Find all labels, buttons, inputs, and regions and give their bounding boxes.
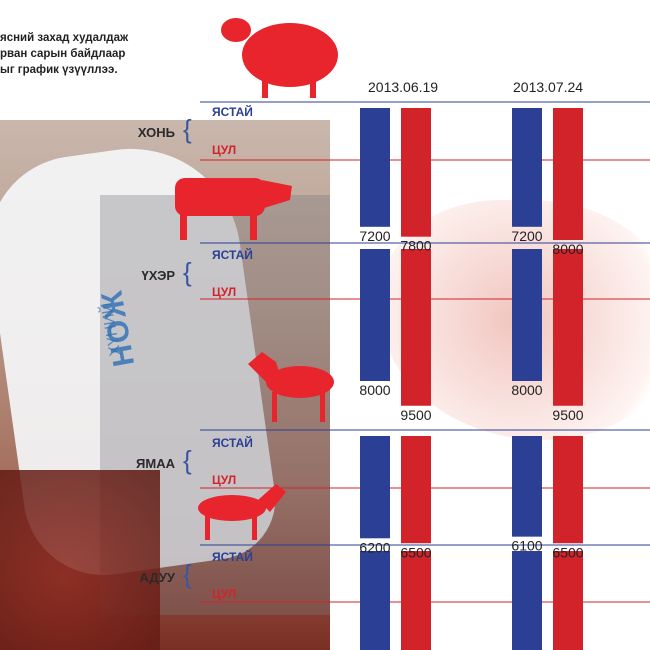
legend-tsul-cow: ЦУЛ (212, 285, 237, 299)
legend-tsul-sheep: ЦУЛ (212, 143, 237, 157)
legend-yastai-sheep: ЯСТАЙ (212, 105, 253, 119)
price-bars (360, 108, 583, 650)
heading-line-3: ыг график үзүүллээ. (0, 64, 118, 76)
brace-sheep: { (183, 114, 192, 144)
brace-goat: { (183, 445, 192, 475)
value-label: 9500 (552, 407, 583, 423)
yastai-bar (512, 249, 542, 381)
legend-tsul-horse: ЦУЛ (212, 587, 237, 601)
yastai-bar (512, 436, 542, 537)
legend-yastai-horse: ЯСТАЙ (212, 550, 253, 564)
value-label: 7200 (359, 228, 390, 244)
yastai-bar (360, 249, 390, 381)
tsul-bar (553, 436, 583, 544)
value-label: 6500 (552, 544, 583, 560)
value-labels: 7200 7800 7200 8000 8000 9500 8000 9500 6200 6500… (359, 228, 583, 560)
tsul-bar (401, 249, 431, 406)
tsul-bar (553, 551, 583, 650)
value-label: 6200 (359, 539, 390, 555)
yastai-bar (512, 551, 542, 650)
legend-yastai-cow: ЯСТАЙ (212, 248, 253, 262)
animal-label-horse: АДУУ (139, 570, 175, 585)
date-label-1: 2013.06.19 (368, 79, 439, 95)
value-label: 7200 (511, 228, 542, 244)
value-label: 6100 (511, 538, 542, 554)
date-label-2: 2013.07.24 (513, 79, 584, 95)
value-label: 7800 (400, 238, 431, 254)
brace-cow: { (183, 257, 192, 287)
tsul-bar (401, 436, 431, 544)
yastai-bar (512, 108, 542, 227)
animal-label-goat: ЯМАА (136, 456, 175, 471)
tsul-bar (401, 108, 431, 237)
heading-line-2: рван сарын байдлаар (0, 48, 126, 60)
tsul-bar (553, 108, 583, 240)
goat-icon (248, 352, 334, 422)
tsul-bar (401, 551, 431, 650)
yastai-bar (360, 436, 390, 539)
value-label: 6500 (400, 544, 431, 560)
sheep-icon (221, 18, 338, 98)
animal-icons (175, 18, 338, 540)
animal-label-cow: ҮХЭР (141, 268, 176, 283)
meat-pile-image (0, 470, 160, 650)
value-label: 9500 (400, 407, 431, 423)
brace-horse: { (183, 559, 192, 589)
cow-icon (175, 178, 292, 240)
yastai-bar (360, 108, 390, 227)
chart-heading: ясний захад худалдаж рван сарын байдлаар… (0, 30, 200, 78)
value-label: 8000 (511, 382, 542, 398)
animal-label-sheep: ХОНЬ (137, 125, 175, 140)
legend-tsul-goat: ЦУЛ (212, 473, 237, 487)
yastai-bar (360, 551, 390, 650)
value-label: 8000 (552, 241, 583, 257)
legend-yastai-goat: ЯСТАЙ (212, 436, 253, 450)
heading-line-1: ясний захад худалдаж (0, 32, 129, 44)
horse-icon (198, 484, 286, 540)
value-label: 8000 (359, 382, 390, 398)
tsul-bar (553, 249, 583, 406)
